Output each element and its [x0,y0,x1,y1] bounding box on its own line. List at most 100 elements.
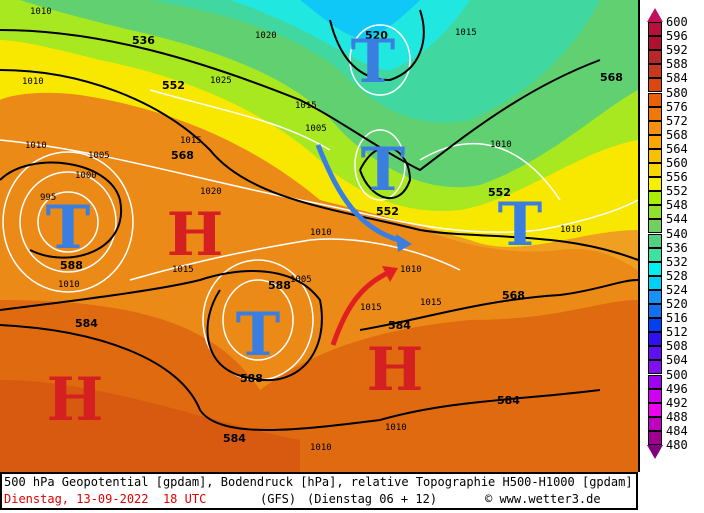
caption-title: 500 hPa Geopotential [gpdam], Bodendruck… [4,475,633,489]
caption-run: (Dienstag 06 + 12) [307,492,438,506]
geopotential-label: 568 [600,71,623,84]
low-pressure-marker: T [498,190,543,260]
legend-label: 556 [666,170,688,185]
legend-label: 584 [666,71,688,86]
legend-swatch [648,36,662,51]
legend-label: 532 [666,254,688,269]
legend-label: 540 [666,226,688,241]
legend-label: 520 [666,297,688,311]
legend-swatch [648,134,662,149]
low-pressure-marker: T [361,135,406,205]
legend-label: 576 [666,99,688,114]
legend-swatch [648,22,662,37]
legend-swatch [648,106,662,121]
legend-swatch [648,275,662,290]
legend-swatch [648,92,662,107]
legend-label: 512 [666,325,688,340]
isobar-label: 1015 [172,265,194,275]
legend-swatch [648,388,662,403]
isobar-label: 1005 [290,275,312,285]
geopotential-label: 584 [223,432,246,445]
legend-swatch [648,332,662,347]
isobar-label: 1010 [58,280,80,290]
legend-label: 536 [666,240,688,255]
legend-swatch [648,304,662,319]
legend-label: 580 [666,85,688,100]
legend-swatch [648,402,662,417]
low-pressure-marker: T [46,193,91,263]
isobar-label: 1015 [420,298,442,308]
legend-label: 516 [666,311,688,326]
warm-air-arrow [330,269,392,346]
isobar-label: 1010 [490,140,512,150]
isobar-label: 995 [40,193,56,203]
isobar-label: 1010 [310,228,332,238]
map-caption: 500 hPa Geopotential [gpdam], Bodendruck… [0,472,638,510]
legend-label: 496 [666,381,688,396]
legend-swatch [648,219,662,234]
isobar-label: 1005 [88,151,110,161]
legend-label: 484 [666,423,688,438]
cold-air-arrow [315,144,406,245]
isobar-label: 1020 [255,31,277,41]
low-pressure-marker: T [351,27,396,97]
legend-label: 568 [666,127,688,142]
color-legend: 600 596 592 588 584 580 576 572 568 564 560 556 552 5… [638,0,704,472]
geopotential-label: 552 [162,79,185,92]
isobar-label: 1020 [200,187,222,197]
legend-label: 488 [666,409,688,424]
legend-label: 508 [666,339,688,354]
legend-swatch [648,78,662,93]
isobar-label: 1010 [560,225,582,235]
warm-air-arrowhead [382,266,398,282]
legend-label: 548 [666,198,688,213]
legend-swatch [648,163,662,178]
legend-label: 592 [666,43,688,58]
high-pressure-marker: H [47,365,104,435]
isobar-label: 1010 [22,77,44,87]
high-pressure-marker: H [167,200,224,270]
legend-label: 600 [666,15,688,29]
legend-swatch [648,64,662,79]
legend-swatch [648,148,662,163]
legend-swatch [648,247,662,262]
isobar-label: 1010 [385,423,407,433]
isobar-label: 1015 [455,28,477,38]
isobar-label: 1015 [180,136,202,146]
legend-label: 572 [666,113,688,128]
cold-air-arrowhead [396,234,412,252]
legend-swatch [648,416,662,431]
caption-model: (GFS) [260,492,297,506]
geopotential-label: 552 [376,205,399,218]
legend-swatch [648,430,662,445]
isobar-label: 1025 [210,76,232,86]
legend-label: 544 [666,212,688,227]
isobar-label: 1010 [30,7,52,17]
geopotential-label: 568 [502,289,525,302]
legend-swatch [648,346,662,361]
legend-label: 504 [666,353,688,368]
geopotential-label: 552 [488,186,511,199]
geopotential-label: 588 [60,259,83,272]
legend-label: 480 [666,438,688,452]
legend-swatch [648,360,662,375]
isobar-label: 1000 [75,171,97,181]
legend-top-arrow [647,8,663,22]
legend-label: 500 [666,367,688,382]
legend-swatch [648,318,662,333]
isobar-label: 1010 [400,265,422,275]
legend-swatch [648,177,662,192]
legend-swatch [648,261,662,276]
legend-bottom-arrow [647,445,663,459]
legend-label: 528 [666,268,688,283]
caption-credit: © www.wetter3.de [485,492,601,506]
low-pressure-marker: T [236,300,281,370]
geopotential-label: 584 [388,319,411,332]
legend-swatch [648,374,662,389]
legend-label: 552 [666,184,688,199]
legend-label: 564 [666,141,688,156]
legend-swatch [648,50,662,65]
legend-swatch [648,191,662,206]
isobar-label: 1015 [295,101,317,111]
high-pressure-marker: H [367,335,424,405]
